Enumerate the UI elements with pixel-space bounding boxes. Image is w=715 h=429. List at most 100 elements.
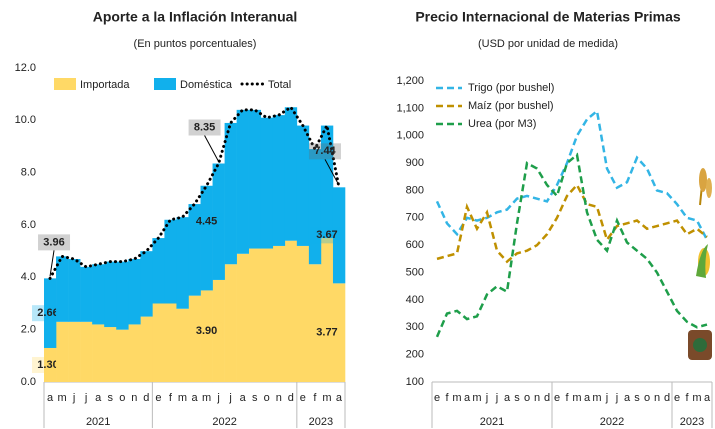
x-tick-label: f	[685, 392, 689, 404]
x-tick-label: a	[464, 392, 471, 404]
year-label: 2022	[600, 416, 624, 428]
x-tick-label: d	[143, 392, 149, 404]
year-label: 2023	[309, 416, 333, 428]
legend-swatch	[54, 78, 76, 90]
bar-segment	[273, 246, 285, 382]
bar-segment	[56, 322, 68, 382]
value-label: 8.35	[194, 121, 215, 133]
x-tick-label: j	[615, 392, 618, 404]
legend-label: Trigo (por bushel)	[468, 82, 554, 94]
bar-segment	[68, 259, 80, 322]
bar-segment	[140, 317, 152, 382]
y-tick-label: 300	[406, 321, 424, 333]
value-label: 3.90	[196, 325, 217, 337]
x-tick-label: j	[485, 392, 488, 404]
wheat-icon	[699, 168, 712, 205]
x-tick-label: f	[565, 392, 569, 404]
x-tick-label: m	[692, 392, 701, 404]
bar-segment	[297, 246, 309, 382]
bar-segment	[80, 322, 92, 382]
x-tick-label: j	[72, 392, 75, 404]
x-tick-label: s	[634, 392, 640, 404]
y-tick-label: 1,100	[396, 102, 424, 114]
chart-title: Precio Internacional de Materias Primas	[415, 9, 681, 25]
x-tick-label: o	[644, 392, 650, 404]
y-tick-label: 1,200	[396, 75, 424, 87]
bar-segment	[176, 309, 188, 382]
x-tick-label: o	[264, 392, 270, 404]
corn-icon	[696, 244, 710, 278]
value-label: 3.77	[316, 327, 337, 339]
value-label: 3.96	[43, 236, 64, 248]
legend-label: Doméstica	[180, 79, 233, 91]
chart-subtitle: (En puntos porcentuales)	[134, 38, 257, 50]
y-tick-label: 900	[406, 157, 424, 169]
bar-segment	[237, 254, 249, 382]
x-tick-label: d	[288, 392, 294, 404]
y-tick-label: 12.0	[15, 62, 36, 74]
y-tick-label: 8.0	[21, 167, 36, 179]
chart: Precio Internacional de Materias Primas (…	[396, 9, 712, 428]
y-tick-label: 100	[406, 376, 424, 388]
bar-segment	[164, 220, 176, 304]
y-tick-label: 4.0	[21, 271, 36, 283]
y-tick-label: 700	[406, 212, 424, 224]
x-tick-label: a	[240, 392, 247, 404]
x-tick-label: d	[664, 392, 670, 404]
y-tick-label: 10.0	[15, 114, 36, 126]
value-label: 4.45	[196, 216, 217, 228]
y-tick-label: 0.0	[21, 376, 36, 388]
x-tick-label: a	[47, 392, 54, 404]
y-tick-label: 500	[406, 266, 424, 278]
bar-segment	[116, 330, 128, 382]
x-tick-label: n	[131, 392, 137, 404]
series-line	[437, 111, 707, 240]
x-tick-label: j	[228, 392, 231, 404]
leader-line	[205, 136, 219, 162]
bar-segment	[164, 304, 176, 383]
y-tick-label: 600	[406, 239, 424, 251]
x-tick-label: f	[445, 392, 449, 404]
x-tick-label: o	[524, 392, 530, 404]
bar-segment	[225, 123, 237, 264]
x-tick-label: m	[57, 392, 66, 404]
x-tick-label: a	[95, 392, 102, 404]
x-tick-label: j	[216, 392, 219, 404]
dashboard: Aporte a la Inflación Interanual (En punt…	[0, 0, 715, 429]
x-tick-label: m	[202, 392, 211, 404]
x-tick-label: a	[624, 392, 631, 404]
bar-segment	[285, 241, 297, 382]
x-tick-label: e	[674, 392, 680, 404]
bar-segment	[273, 115, 285, 246]
year-label: 2022	[212, 416, 236, 428]
x-tick-label: s	[107, 392, 113, 404]
bar-segment	[104, 327, 116, 382]
bar-segment	[128, 259, 140, 324]
y-tick-label: 6.0	[21, 219, 36, 231]
bar-segment	[80, 267, 92, 322]
x-tick-label: f	[169, 392, 173, 404]
bar-segment	[249, 249, 261, 382]
x-tick-label: j	[84, 392, 87, 404]
y-tick-label: 200	[406, 349, 424, 361]
x-tick-label: m	[178, 392, 187, 404]
x-tick-label: n	[534, 392, 540, 404]
x-tick-label: a	[336, 392, 343, 404]
x-tick-label: e	[554, 392, 560, 404]
legend-swatch	[154, 78, 176, 90]
bar-segment	[261, 249, 273, 382]
x-tick-label: e	[155, 392, 161, 404]
bar-segment	[92, 264, 104, 324]
bar-segment	[321, 238, 333, 382]
bar-segment	[152, 304, 164, 383]
chart-title: Aporte a la Inflación Interanual	[93, 9, 298, 25]
bar-segment	[225, 264, 237, 382]
chart-subtitle: (USD por unidad de medida)	[478, 38, 618, 50]
bar-segment	[285, 107, 297, 240]
x-tick-label: a	[504, 392, 511, 404]
x-tick-label: j	[605, 392, 608, 404]
y-tick-label: 800	[406, 184, 424, 196]
bar-segment	[92, 324, 104, 382]
x-tick-label: d	[544, 392, 550, 404]
bar-segment	[152, 238, 164, 303]
